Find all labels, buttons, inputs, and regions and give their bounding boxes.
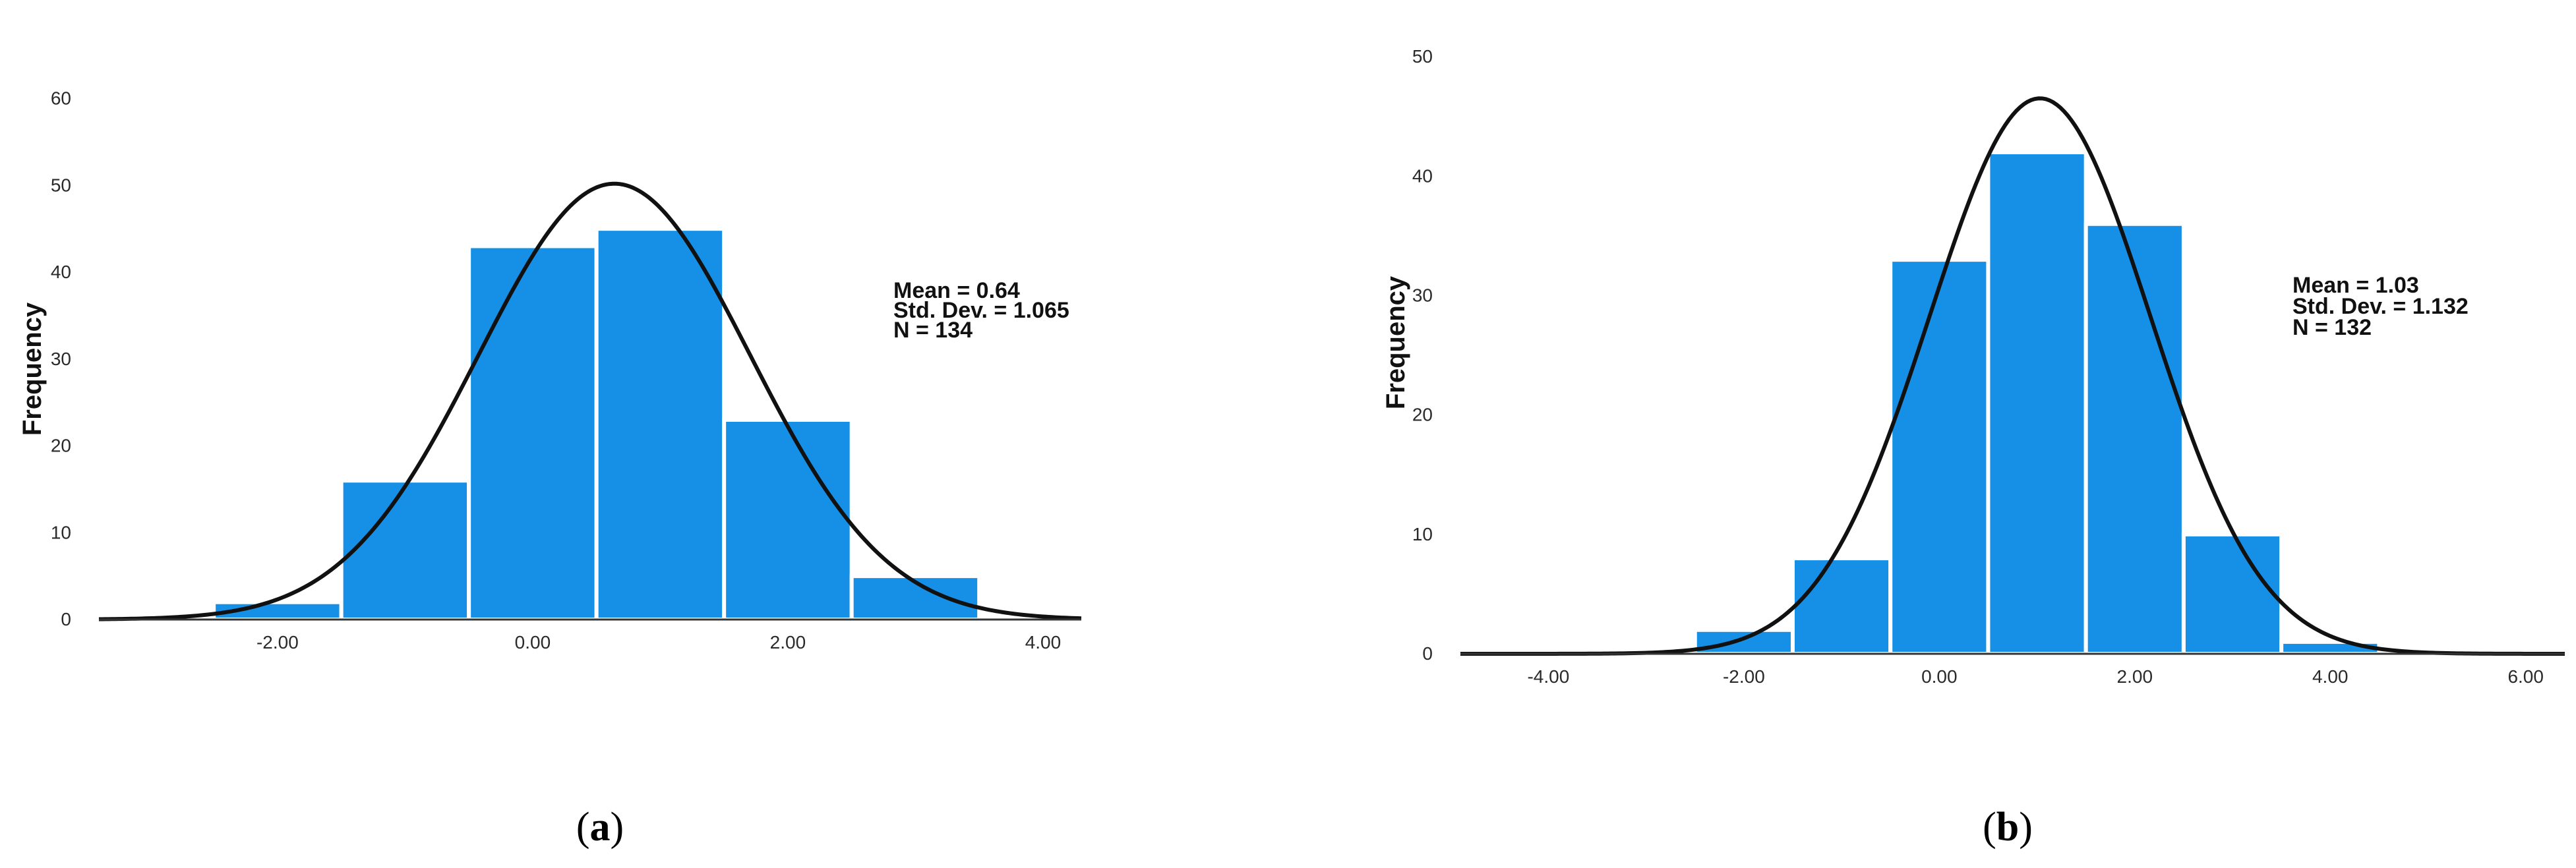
bar-b-1 (1790, 556, 1893, 656)
y-axis-title-a: Frequency (18, 302, 47, 436)
bar-b-4 (2083, 221, 2186, 656)
y-tick-label-b-3: 30 (1412, 285, 1433, 305)
caption-b-open: ( (1983, 805, 1996, 850)
y-axis-title-b: Frequency (1381, 275, 1410, 409)
x-tick-label-a-1: 0.00 (515, 632, 551, 652)
x-tick-label-b-1: -2.00 (1723, 666, 1765, 687)
x-tick-labels-a: -2.00 0.00 2.00 4.00 (256, 632, 1061, 652)
stat-std-dev-a: Std. Dev. = 1.065 (893, 298, 1069, 323)
x-tick-label-b-0: -4.00 (1527, 666, 1569, 687)
stat-mean-b: Mean = 1.03 (2292, 273, 2419, 298)
x-tick-label-b-5: 6.00 (2507, 666, 2544, 687)
bars-a (212, 227, 982, 622)
x-tick-labels-b: -4.00 -2.00 0.00 2.00 4.00 6.00 (1527, 666, 2543, 687)
bar-b-3 (1986, 150, 2088, 656)
caption-b-letter: b (1996, 805, 2019, 850)
bar-a-4 (722, 417, 854, 622)
bar-a-3 (594, 227, 727, 622)
histogram-panel-b: 0 10 20 30 40 50 -4.00 -2.00 0.00 2.00 4.00 6.00 F… (1381, 46, 2565, 687)
bars-b (1692, 150, 2381, 656)
y-tick-label-a-5: 50 (51, 175, 71, 195)
bar-b-0 (1692, 627, 1795, 656)
y-tick-labels-b: 0 10 20 30 40 50 (1412, 46, 1433, 664)
y-tick-labels-a: 0 10 20 30 40 50 60 (51, 88, 71, 629)
bar-b-2 (1888, 258, 1991, 656)
x-tick-label-b-2: 0.00 (1921, 666, 1958, 687)
stat-mean-a: Mean = 0.64 (893, 278, 1020, 303)
y-tick-label-b-2: 20 (1412, 405, 1433, 425)
x-tick-label-a-0: -2.00 (256, 632, 299, 652)
normal-curve-a (98, 181, 1082, 622)
y-tick-label-a-2: 20 (51, 436, 71, 456)
stat-n-b: N = 132 (2292, 315, 2372, 340)
y-tick-label-a-1: 10 (51, 522, 71, 542)
bar-a-2 (467, 244, 599, 622)
caption-a-close: ) (611, 805, 624, 850)
x-tick-label-b-3: 2.00 (2117, 666, 2153, 687)
y-tick-label-a-6: 60 (51, 88, 71, 109)
histogram-panel-a: 0 10 20 30 40 50 60 -2.00 0.00 2.00 4.00 Frequenc… (18, 88, 1082, 652)
y-tick-label-b-0: 0 (1422, 643, 1433, 664)
bar-b-5 (2181, 532, 2284, 656)
y-tick-label-a-0: 0 (61, 609, 71, 629)
x-tick-label-b-4: 4.00 (2312, 666, 2349, 687)
x-tick-label-a-3: 4.00 (1025, 632, 1062, 652)
stat-n-a: N = 134 (893, 318, 973, 343)
caption-a-open: ( (576, 805, 590, 850)
y-tick-label-a-4: 40 (51, 262, 71, 282)
caption-a: (a) (576, 805, 624, 850)
stat-std-dev-b: Std. Dev. = 1.132 (2292, 294, 2469, 319)
x-tick-label-a-2: 2.00 (770, 632, 806, 652)
caption-b-close: ) (2019, 805, 2033, 850)
y-tick-label-b-4: 40 (1412, 165, 1433, 186)
caption-a-letter: a (590, 805, 611, 850)
y-tick-label-a-3: 30 (51, 349, 71, 369)
bar-a-1 (339, 478, 471, 622)
stats-box-b: Mean = 1.03 Std. Dev. = 1.132 N = 132 (2292, 273, 2469, 340)
y-tick-label-b-5: 50 (1412, 46, 1433, 67)
caption-b: (b) (1983, 805, 2033, 850)
stats-box-a: Mean = 0.64 Std. Dev. = 1.065 N = 134 (893, 278, 1069, 343)
y-tick-label-b-1: 10 (1412, 524, 1433, 544)
